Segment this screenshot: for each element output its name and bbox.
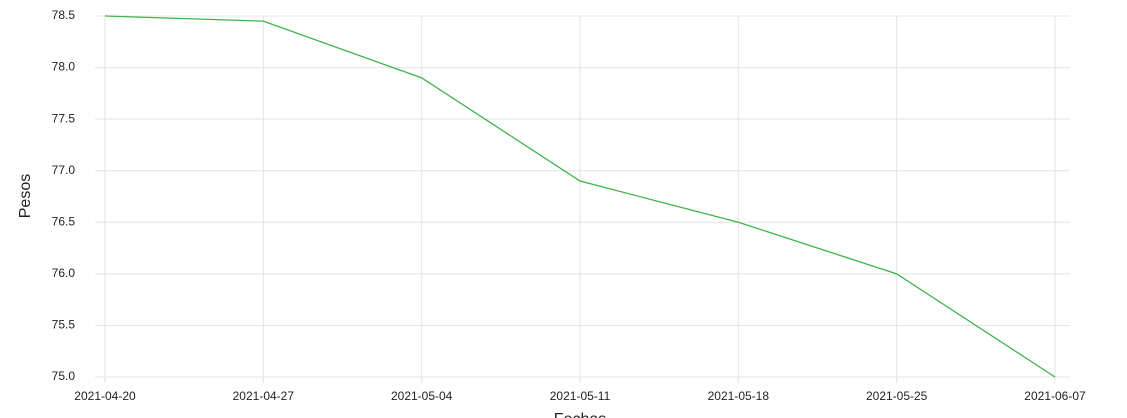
x-axis-title: Fechas	[554, 411, 606, 418]
y-tick-label: 76.5	[52, 214, 76, 228]
x-tick-label: 2021-06-07	[1024, 389, 1086, 403]
y-axis-title: Pesos	[17, 174, 34, 218]
y-tick-label: 75.5	[52, 318, 76, 332]
y-tick-label: 77.0	[52, 163, 76, 177]
x-tick-label: 2021-05-11	[550, 389, 611, 403]
y-tick-label: 75.0	[52, 369, 76, 383]
y-tick-label: 78.0	[52, 60, 76, 74]
data-line	[104, 15, 1056, 378]
x-tick-label: 2021-04-27	[233, 389, 295, 403]
x-tick-label: 2021-05-04	[391, 389, 453, 403]
y-tick-label: 78.5	[52, 8, 76, 22]
x-tick-label: 2021-05-25	[866, 389, 928, 403]
x-tick-label: 2021-05-18	[708, 389, 770, 403]
y-tick-label: 76.0	[52, 266, 76, 280]
x-tick-label: 2021-04-20	[74, 389, 136, 403]
y-tick-label: 77.5	[52, 111, 76, 125]
